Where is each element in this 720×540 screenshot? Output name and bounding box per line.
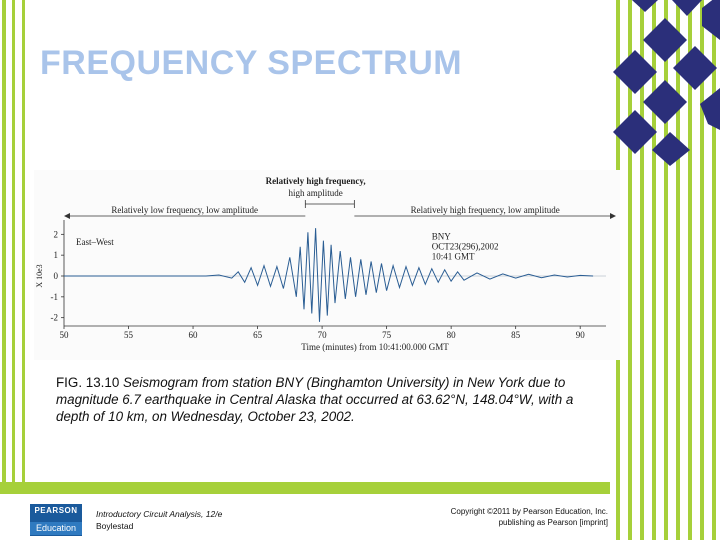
- y-tick-label: 0: [54, 271, 59, 281]
- caption-text: Seismogram from station BNY (Binghamton …: [56, 375, 574, 424]
- caption-label: FIG. 13.10: [56, 375, 120, 390]
- y-tick-label: 1: [54, 250, 59, 260]
- x-axis-label: Time (minutes) from 10:41:00.000 GMT: [301, 342, 449, 352]
- station-label-line: BNY: [432, 232, 452, 242]
- book-title: Introductory Circuit Analysis, 12/e: [96, 509, 223, 519]
- x-tick-label: 55: [124, 330, 133, 340]
- x-tick-label: 70: [318, 330, 328, 340]
- right-decoration: [613, 0, 720, 540]
- annotation-high-freq-low-amp: Relatively high frequency, low amplitude: [411, 205, 560, 215]
- x-tick-label: 85: [511, 330, 520, 340]
- copyright-line-1: Copyright ©2011 by Pearson Education, In…: [450, 507, 608, 516]
- logo-top-text: PEARSON: [34, 506, 78, 515]
- seismogram-chart: 50 55 60 65 70 75 80 85 90 2 1 0 -1 -2 Time (minutes) …: [35, 176, 616, 352]
- x-tick-label: 50: [60, 330, 70, 340]
- footer-background: [0, 494, 610, 540]
- station-label-line: OCT23(296),2002: [432, 242, 499, 252]
- annotation-high-amplitude: high amplitude: [289, 188, 343, 198]
- series-label: East–West: [76, 237, 114, 247]
- x-tick-label: 80: [447, 330, 457, 340]
- x-tick-label: 75: [382, 330, 392, 340]
- left-stripe-1: [2, 0, 6, 540]
- series-line: [64, 228, 594, 322]
- seismogram-figure: 50 55 60 65 70 75 80 85 90 2 1 0 -1 -2 Time (minutes) …: [34, 170, 620, 360]
- footer-bar: [0, 482, 610, 494]
- arrowhead-left: [64, 213, 70, 219]
- annotation-low-freq-low-amp: Relatively low frequency, low amplitude: [111, 205, 258, 215]
- copyright: Copyright ©2011 by Pearson Education, In…: [451, 506, 608, 528]
- pearson-logo: PEARSON Education: [30, 504, 82, 536]
- x-tick-label: 90: [576, 330, 586, 340]
- x-tick-label: 60: [189, 330, 199, 340]
- y-tick-label: 2: [54, 229, 59, 239]
- station-label-line: 10:41 GMT: [432, 252, 475, 262]
- arrowhead-right: [610, 213, 616, 219]
- y-axis-label: X 10e3: [35, 264, 44, 287]
- book-info: Introductory Circuit Analysis, 12/e Boyl…: [96, 508, 222, 532]
- left-stripe-2: [12, 0, 15, 540]
- book-author: Boylestad: [96, 521, 134, 531]
- slide-title: FREQUENCY SPECTRUM: [40, 44, 463, 82]
- copyright-line-2: publishing as Pearson [imprint]: [498, 518, 608, 527]
- annotation-high-freq-high-amp: Relatively high frequency,: [266, 176, 366, 186]
- y-tick-label: -2: [51, 313, 59, 323]
- x-tick-label: 65: [253, 330, 262, 340]
- y-tick-label: -1: [51, 292, 59, 302]
- figure-caption: FIG. 13.10 Seismogram from station BNY (…: [56, 374, 608, 425]
- logo-bottom-text: Education: [30, 522, 82, 535]
- left-stripe-3: [22, 0, 25, 540]
